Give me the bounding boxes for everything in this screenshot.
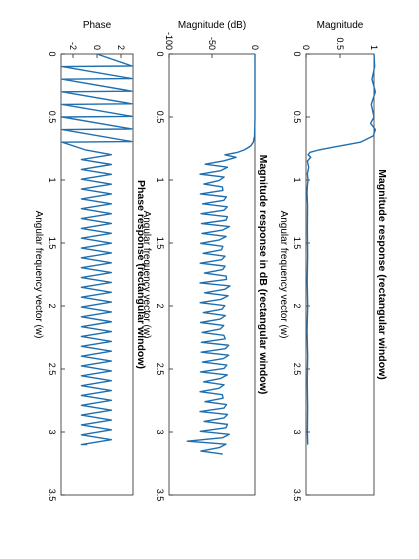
x-tick-label-magnitude-db: 1 <box>155 177 165 182</box>
x-tick-label-magnitude-db: 3.5 <box>155 489 165 502</box>
x-tick-label-magnitude: 2 <box>292 303 302 308</box>
x-tick-label-magnitude: 3 <box>292 429 302 434</box>
chart-title-magnitude: Magnitude response (rectangular window) <box>376 169 388 380</box>
chart-panel-magnitude-db: 0 0.5 1 1.5 2 2.5 3 3.5 -100 -50 0 Magnitude (dB) An… <box>141 20 269 501</box>
chart-panel-phase: 0 0.5 1 1.5 2 2.5 3 3.5 -2 0 2 Phase Angular frequen… <box>33 20 147 501</box>
x-tick-label-magnitude-db: 2 <box>155 303 165 308</box>
axes-box-magnitude <box>305 53 375 496</box>
series-line-magnitude <box>306 53 377 445</box>
x-tick-label-phase: 1 <box>47 177 57 182</box>
x-tick-label-magnitude: 1 <box>292 177 302 182</box>
x-tick-label-magnitude-db: 2.5 <box>155 363 165 376</box>
x-tick-label-magnitude: 0.5 <box>292 111 302 124</box>
x-tick-label-magnitude-db: 0 <box>155 51 165 56</box>
x-axis-label-magnitude: Angular frequency vector (w) <box>278 211 289 339</box>
x-tick-label-magnitude: 2.5 <box>292 363 302 376</box>
series-line-phase <box>61 53 133 446</box>
x-tick-label-magnitude-db: 0.5 <box>155 111 165 124</box>
x-tick-label-magnitude-db: 3 <box>155 429 165 434</box>
y-tick-label-magnitude: 0.5 <box>335 37 345 50</box>
x-tick-label-magnitude: 3.5 <box>292 489 302 502</box>
x-tick-label-phase: 2.5 <box>47 363 57 376</box>
x-tick-label-phase: 1.5 <box>47 237 57 250</box>
x-tick-label-phase: 0.5 <box>47 111 57 124</box>
x-tick-label-phase: 3.5 <box>47 489 57 502</box>
x-tick-label-magnitude-db: 1.5 <box>155 237 165 250</box>
y-axis-label-magnitude-db: Magnitude (dB) <box>178 20 246 31</box>
chart-panel-magnitude: 0 0.5 1 1.5 2 2.5 3 3.5 0 0.5 1 Magnitude Angular fr… <box>278 20 388 501</box>
y-axis-label-phase: Phase <box>83 20 112 31</box>
y-tick-label-magnitude-db: 0 <box>250 45 260 50</box>
series-line-magnitude-db <box>186 54 256 455</box>
y-axis-label-magnitude: Magnitude <box>317 20 364 31</box>
y-tick-label-phase: 0 <box>92 45 102 50</box>
chart-title-magnitude-db: Magnitude response in dB (rectangular wi… <box>257 155 269 395</box>
y-tick-label-phase: 2 <box>116 45 126 50</box>
x-axis-label-magnitude-db: Angular frequency vector (w) <box>141 211 152 339</box>
x-tick-label-phase: 0 <box>47 51 57 56</box>
figure-rotated-group: 0 0.5 1 1.5 2 2.5 3 3.5 0 0.5 1 Magnitude Angular fr… <box>33 20 388 501</box>
chart-title-phase: Phase response (rectangular window) <box>135 180 147 369</box>
x-axis-label-phase: Angular frequency vector (w) <box>33 211 44 339</box>
x-tick-label-magnitude: 0 <box>292 51 302 56</box>
x-tick-label-magnitude: 1.5 <box>292 237 302 250</box>
y-tick-label-phase: -2 <box>68 42 78 50</box>
y-tick-label-magnitude-db: -50 <box>207 37 217 50</box>
y-tick-label-magnitude-db: -100 <box>164 32 174 50</box>
y-tick-label-magnitude: 0 <box>301 45 311 50</box>
y-tick-label-magnitude: 1 <box>369 45 379 50</box>
x-tick-label-phase: 2 <box>47 303 57 308</box>
x-tick-label-phase: 3 <box>47 429 57 434</box>
